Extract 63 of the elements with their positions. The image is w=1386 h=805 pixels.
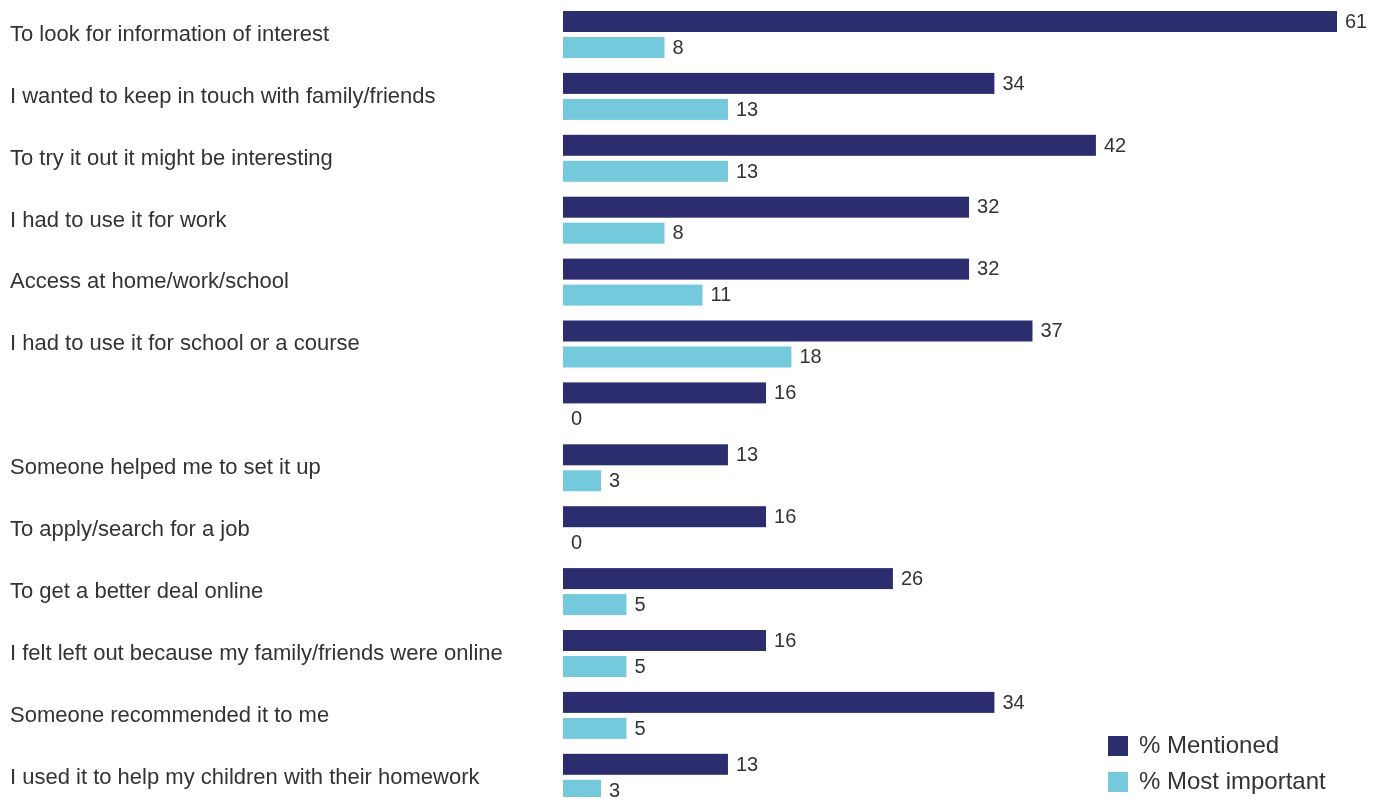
bar bbox=[563, 72, 995, 94]
bar bbox=[563, 444, 728, 466]
data-label: 11 bbox=[710, 283, 732, 306]
data-label: 5 bbox=[634, 716, 646, 739]
data-label: 26 bbox=[900, 566, 924, 589]
data-label: 3 bbox=[609, 778, 621, 801]
y-tick-label: I had to use it for work bbox=[10, 206, 228, 232]
data-label: 32 bbox=[977, 195, 1000, 218]
data-label: 8 bbox=[672, 221, 684, 244]
data-label: 34 bbox=[1002, 71, 1025, 94]
data-label: 34 bbox=[1002, 690, 1025, 713]
data-label: 5 bbox=[634, 654, 646, 677]
data-label: 42 bbox=[1103, 133, 1127, 156]
data-label: 13 bbox=[735, 97, 759, 120]
y-tick-label: Access at home/work/school bbox=[10, 268, 289, 294]
data-label: 16 bbox=[774, 504, 797, 527]
data-label: 18 bbox=[799, 345, 822, 368]
bar bbox=[563, 320, 1033, 342]
bar bbox=[563, 284, 703, 306]
bar bbox=[563, 753, 728, 775]
bar bbox=[563, 717, 627, 739]
bar bbox=[563, 11, 1337, 32]
bar bbox=[563, 470, 602, 492]
y-tick-label: Someone helped me to set it up bbox=[10, 454, 321, 480]
bar bbox=[563, 37, 665, 58]
bar bbox=[563, 630, 767, 651]
bar bbox=[563, 594, 627, 616]
data-label: 0 bbox=[571, 530, 583, 553]
data-label: 0 bbox=[571, 407, 583, 430]
legend-label: % Most important bbox=[1139, 767, 1327, 795]
y-tick-label: I wanted to keep in touch with family/friends bbox=[10, 82, 436, 108]
bar bbox=[563, 160, 728, 182]
data-label: 32 bbox=[977, 257, 1000, 280]
bar bbox=[563, 568, 893, 590]
bar bbox=[563, 382, 767, 404]
data-label: 5 bbox=[634, 592, 646, 615]
y-tick-label: I had to use it for school or a course bbox=[10, 330, 360, 356]
bar bbox=[563, 134, 1096, 156]
bar bbox=[563, 222, 665, 244]
y-tick-label: I felt left out because my family/friends were online bbox=[10, 639, 503, 665]
bar bbox=[563, 346, 792, 368]
data-label: 16 bbox=[774, 628, 797, 651]
data-label: 13 bbox=[735, 159, 759, 182]
y-tick-label: To try it out it might be interesting bbox=[10, 144, 333, 170]
bar bbox=[563, 656, 627, 677]
data-label: 16 bbox=[774, 381, 797, 404]
y-tick-label: Someone recommended it to me bbox=[10, 701, 330, 727]
data-label: 13 bbox=[735, 443, 759, 466]
data-label: 37 bbox=[1040, 319, 1063, 342]
data-label: 13 bbox=[735, 752, 759, 775]
bar bbox=[563, 196, 970, 218]
y-tick-label: To apply/search for a job bbox=[10, 516, 250, 542]
bar bbox=[563, 98, 728, 120]
bar bbox=[563, 691, 995, 713]
y-tick-label: To get a better deal online bbox=[10, 577, 264, 603]
y-tick-label: To look for information of interest bbox=[10, 20, 330, 46]
y-tick-label: I used it to help my children with their homework bbox=[10, 763, 481, 789]
bar bbox=[563, 258, 970, 280]
legend-label: % Mentioned bbox=[1139, 731, 1280, 759]
data-label: 3 bbox=[609, 469, 621, 492]
data-label: 61 bbox=[1345, 9, 1368, 32]
data-label: 8 bbox=[672, 35, 684, 58]
bar bbox=[563, 506, 767, 528]
